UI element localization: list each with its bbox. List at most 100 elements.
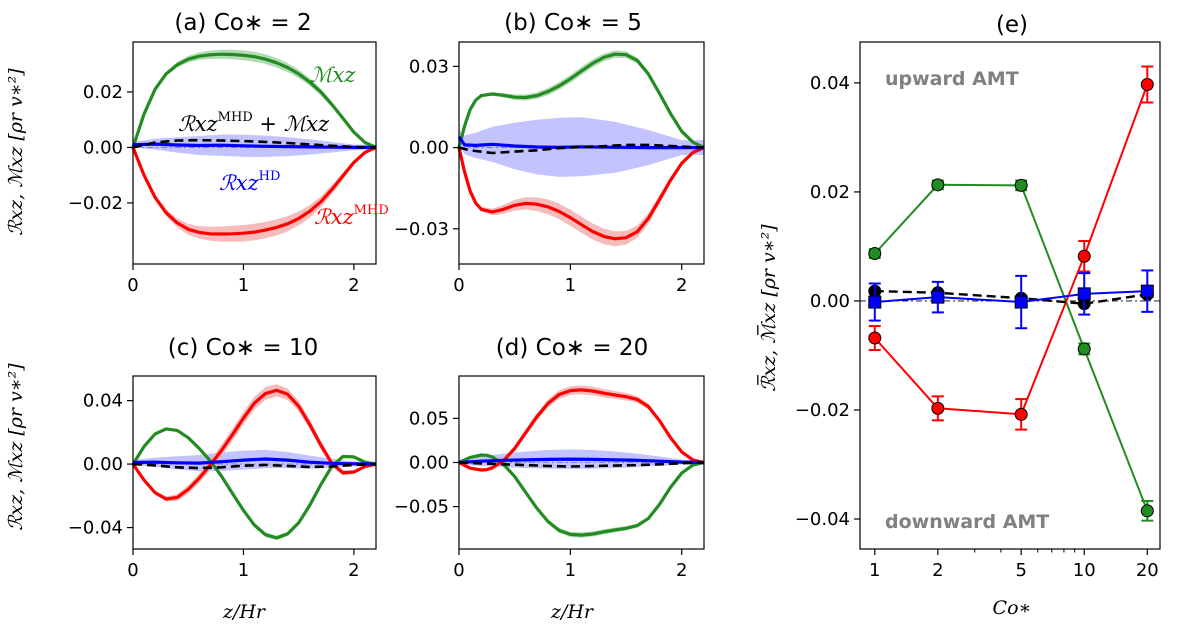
line-rmhd-mxz — [132, 138, 377, 149]
line-rmhd — [131, 145, 377, 236]
panel-b-title: (b) Co∗ = 5 — [504, 10, 642, 36]
x-tick-label: 0 — [127, 275, 138, 296]
marker-mxz — [1014, 178, 1028, 192]
panel-d-axes: 0 1 2 −0.05 0.00 0.05 — [394, 375, 705, 581]
panel-d-xlabel: z/Hr — [550, 601, 595, 623]
y-tick-label: 0.05 — [409, 408, 449, 429]
panel-e-title: (e) — [996, 12, 1028, 38]
axes-frame — [132, 375, 377, 550]
panel-d-title: (d) Co∗ = 20 — [496, 335, 648, 361]
panel-e-ylabel: ℛ̅xz, ℳ̅xz [ρr v∗²] — [757, 224, 780, 392]
x-tick-label: 0 — [127, 560, 138, 581]
line-rmhd-mxz — [458, 143, 705, 155]
x-tick-label: 5 — [1015, 560, 1026, 581]
line-rmhd-mxz — [132, 462, 377, 470]
panel-a-ylabel: ℛxz, ℳxz [ρr v∗²] — [5, 68, 27, 236]
line-rmhd-mxz — [458, 461, 705, 468]
marker-rmhd — [931, 401, 945, 415]
panel-c-axes: 0 1 2 −0.04 0.00 0.04 — [68, 375, 377, 581]
maxwell-label-a: ℳxz — [310, 63, 356, 87]
panel-a-axes: 0 1 2 −0.02 0.00 0.02 — [68, 41, 377, 296]
marker-rmhd — [1140, 78, 1154, 92]
panel-d: (d) Co∗ = 20 0 1 2 −0.05 0.00 0.05 z/Hr — [394, 335, 705, 623]
line-rhd — [132, 457, 377, 466]
line-mxz — [131, 427, 377, 540]
y-tick-label: −0.04 — [795, 509, 850, 530]
marker-mxz — [931, 178, 945, 192]
y-tick-label: 0.00 — [83, 137, 123, 158]
marker-rmhd — [868, 331, 882, 345]
y-tick-label: 0.03 — [409, 56, 449, 77]
marker-rhd — [1014, 295, 1028, 309]
panel-b-axes: 0 1 2 −0.03 0.00 0.03 — [394, 41, 705, 296]
panel-b: (b) Co∗ = 5 0 1 2 −0.03 0.00 0.03 — [394, 10, 705, 296]
y-tick-label: 0.00 — [409, 453, 449, 474]
y-tick-label: −0.04 — [68, 518, 123, 539]
marker-mxz — [868, 247, 882, 261]
y-tick-label: 0.02 — [810, 182, 850, 203]
marker-rhd — [931, 290, 945, 304]
line-rmhd — [457, 146, 705, 241]
x-tick-label: 1 — [238, 275, 249, 296]
x-tick-label: 2 — [932, 560, 943, 581]
x-tick-label: 1 — [565, 560, 576, 581]
y-tick-label: 0.00 — [810, 291, 850, 312]
x-tick-label: 2 — [676, 560, 687, 581]
x-tick-label: 20 — [1136, 560, 1159, 581]
x-tick-label: 0 — [453, 560, 464, 581]
line-rmhd — [874, 84, 1149, 416]
panel-e-axes: 1 2 5 10 20 −0.04 −0.02 0.00 0.02 0.04 — [795, 41, 1161, 581]
x-tick-label: 1 — [238, 560, 249, 581]
panel-e: (e) 1 2 5 10 20 −0.04 −0.02 0.00 0.02 0.04 upward… — [757, 12, 1161, 619]
panel-c-series — [131, 384, 377, 541]
x-tick-label: 0 — [453, 275, 464, 296]
x-tick-label: 1 — [869, 560, 880, 581]
y-tick-label: −0.02 — [68, 193, 123, 214]
panel-c-ylabel: ℛxz, ℳxz [ρr v∗²] — [5, 363, 27, 531]
y-tick-label: −0.03 — [394, 219, 449, 240]
line-rmhd — [458, 388, 705, 472]
axes-frame — [458, 41, 705, 265]
y-tick-label: 0.00 — [83, 454, 123, 475]
marker-mxz — [1077, 342, 1091, 356]
marker-rhd — [868, 295, 882, 309]
downward-amt-label: downward AMT — [885, 511, 1049, 533]
marker-rhd — [1140, 284, 1154, 298]
panel-a-title: (a) Co∗ = 2 — [174, 10, 311, 36]
panel-a-series — [131, 49, 377, 242]
hd-label-a: ℛxzHD — [219, 169, 280, 195]
x-tick-label: 2 — [348, 560, 359, 581]
band-rmhd — [459, 147, 704, 247]
upward-amt-label: upward AMT — [885, 68, 1019, 90]
panel-a: (a) Co∗ = 2 0 1 2 −0.02 0.00 0.02 ℳxz ℛxzMHD … — [5, 10, 389, 296]
panel-e-series — [860, 65, 1160, 522]
x-tick-label: 1 — [565, 275, 576, 296]
panel-e-xlabel: Co∗ — [993, 597, 1032, 619]
marker-rmhd — [1014, 407, 1028, 421]
panel-c-xlabel: z/Hr — [222, 601, 267, 623]
line-rhd — [458, 457, 705, 465]
panel-c-title: (c) Co∗ = 10 — [168, 335, 318, 361]
line-mxz — [457, 52, 705, 150]
axes-frame — [132, 41, 377, 265]
line-mxz — [131, 52, 377, 149]
x-tick-label: 10 — [1073, 560, 1096, 581]
y-tick-label: −0.05 — [394, 497, 449, 518]
band-rmhd — [133, 384, 376, 502]
axes-frame — [859, 41, 1161, 550]
marker-rhd — [1077, 287, 1091, 301]
marker-mxz — [1140, 504, 1154, 518]
y-tick-label: −0.02 — [795, 400, 850, 421]
panel-c: (c) Co∗ = 10 0 1 2 −0.04 0.00 0.04 ℛxz, ℳxz [… — [5, 335, 377, 623]
marker-rmhd — [1077, 249, 1091, 263]
x-tick-label: 2 — [676, 275, 687, 296]
panel-d-series — [458, 385, 705, 538]
x-tick-label: 2 — [348, 275, 359, 296]
y-tick-label: 0.00 — [409, 138, 449, 159]
y-tick-label: 0.04 — [810, 73, 850, 94]
mhd-label-a: ℛxzMHD — [314, 203, 389, 229]
panel-b-series — [457, 50, 705, 247]
y-tick-label: 0.02 — [83, 82, 123, 103]
y-tick-label: 0.04 — [83, 391, 123, 412]
